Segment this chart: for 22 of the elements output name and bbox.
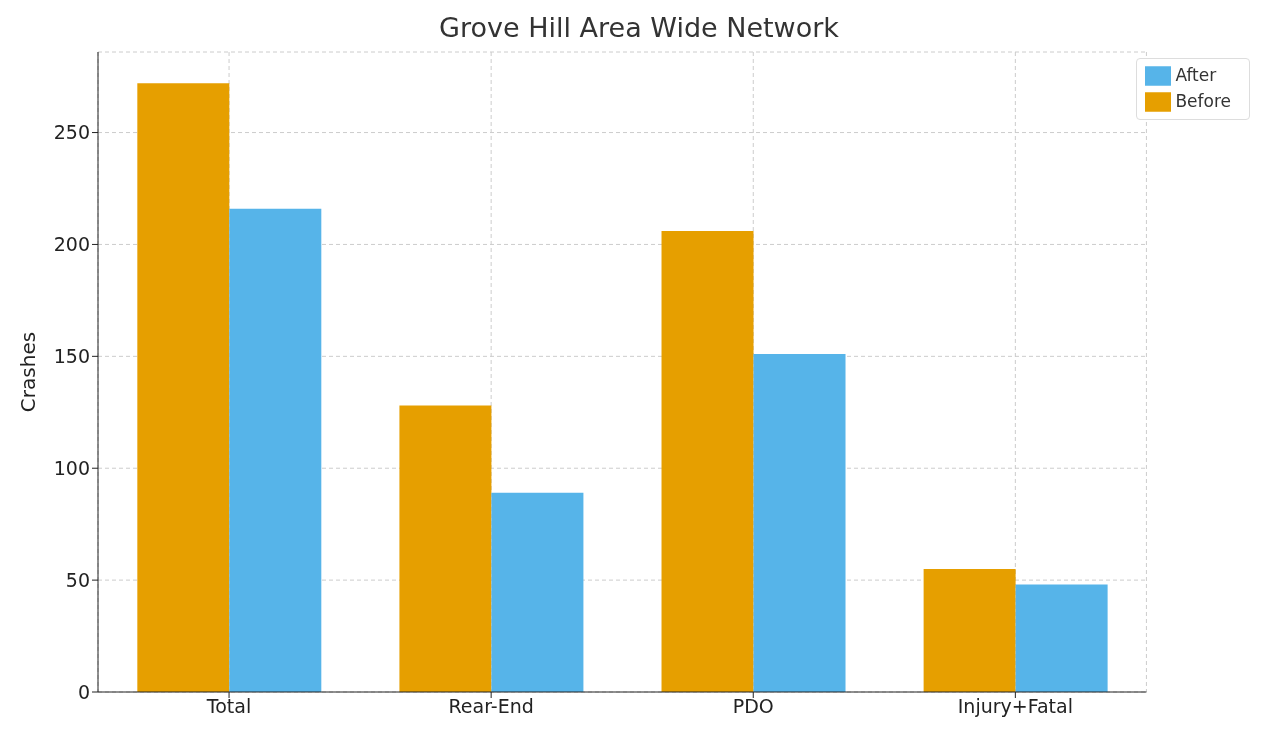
bar	[491, 492, 584, 692]
bar	[137, 83, 230, 692]
y-tick-label: 150	[53, 345, 90, 368]
y-tick-label: 0	[77, 680, 90, 703]
bar	[229, 208, 322, 692]
y-tick-label: 200	[53, 233, 90, 256]
chart-title: Grove Hill Area Wide Network	[438, 11, 840, 45]
legend-label: After	[1175, 65, 1217, 85]
y-tick-label: 50	[65, 568, 90, 591]
x-tick-label: Total	[205, 695, 252, 718]
y-axis-title: Crashes	[16, 331, 41, 413]
x-tick-label: Injury+Fatal	[957, 695, 1073, 718]
bar	[661, 231, 754, 692]
legend-label: Before	[1175, 91, 1231, 111]
y-tick-label: 100	[53, 456, 90, 479]
y-tick-label: 250	[53, 121, 90, 144]
bar	[1015, 584, 1108, 692]
bar	[399, 405, 492, 692]
x-tick-label: PDO	[732, 695, 774, 718]
bar	[753, 354, 846, 692]
bar	[923, 568, 1016, 692]
x-tick-label: Rear-End	[448, 695, 534, 718]
